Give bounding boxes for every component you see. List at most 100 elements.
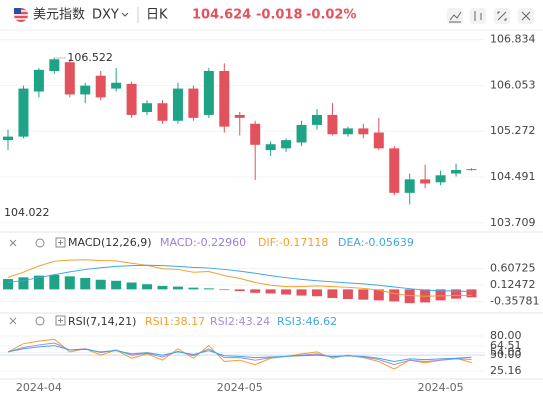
candle-body xyxy=(373,132,384,149)
x-tick-label: 2024-05 xyxy=(418,381,464,394)
candle-body xyxy=(80,85,91,95)
macd-line xyxy=(7,264,472,292)
candle-body xyxy=(203,71,214,115)
macd-bar xyxy=(404,289,415,304)
candle-body xyxy=(265,144,276,151)
candle-body xyxy=(420,179,431,184)
legend-entry: MACD:-0.22960 xyxy=(160,236,246,249)
annotation: 104.022 xyxy=(4,206,50,219)
legend-entry: RSI3:46.62 xyxy=(277,315,337,328)
candle-body xyxy=(281,140,292,149)
candle-body xyxy=(64,62,75,95)
candle-body xyxy=(435,175,446,183)
instrument-name: 美元指数 xyxy=(33,8,85,23)
macd-line xyxy=(7,259,472,297)
y-tick-label: 103.709 xyxy=(490,216,536,229)
candle-body xyxy=(188,88,199,118)
macd-bar xyxy=(219,289,230,291)
y-tick-label: 50.00 xyxy=(490,348,522,361)
legend-entry: DEA:-0.05639 xyxy=(338,236,414,249)
macd-bar xyxy=(18,277,29,290)
macd-bar xyxy=(312,289,322,297)
macd-bar xyxy=(172,286,183,290)
candle-body xyxy=(126,83,137,115)
candle-body xyxy=(451,170,462,174)
candle-body xyxy=(466,169,477,171)
x-tick-label: 2024-05 xyxy=(217,381,263,394)
y-tick-label: 64.51 xyxy=(490,339,522,352)
price: 104.624 xyxy=(192,8,251,23)
candle-body xyxy=(234,114,245,118)
candle-body xyxy=(49,59,60,72)
candle-body xyxy=(389,148,400,193)
y-tick-label: 106.053 xyxy=(490,78,536,91)
symbol[interactable]: DXY xyxy=(92,8,119,23)
macd-bar xyxy=(157,285,168,290)
candle-body xyxy=(312,114,322,125)
rsi-title: RSI(7,14,21) xyxy=(68,315,136,328)
macd-bar xyxy=(250,289,261,293)
macd-bar xyxy=(64,276,75,290)
macd-bar xyxy=(188,287,199,290)
candle-body xyxy=(358,128,369,135)
macd-bar xyxy=(342,289,353,299)
candle-body xyxy=(142,103,153,113)
y-tick-label: 104.491 xyxy=(490,170,536,183)
macd-bar xyxy=(49,274,60,290)
macd-bar xyxy=(435,289,446,301)
candle-body xyxy=(157,103,168,121)
macd-bar xyxy=(389,289,400,302)
dropdown-arrow xyxy=(121,12,129,17)
macd-controls[interactable] xyxy=(9,237,66,326)
macd-bar xyxy=(33,275,44,290)
candle-body xyxy=(3,136,13,141)
y-tick-label: 105.272 xyxy=(490,124,536,137)
macd-bar xyxy=(451,289,462,299)
y-tick-label: 80.00 xyxy=(490,329,522,342)
flag-icon xyxy=(14,8,28,22)
y-tick-label: 54.03 xyxy=(490,346,522,359)
macd-bar xyxy=(281,289,292,295)
change-pct: -0.02% xyxy=(306,8,357,23)
period[interactable]: 日K xyxy=(146,8,168,23)
macd-bar xyxy=(373,289,384,301)
macd-bar xyxy=(80,278,91,290)
y-tick-label: 25.16 xyxy=(490,364,522,377)
candle-body xyxy=(95,75,106,98)
macd-bar xyxy=(203,288,214,290)
legend-entry: DIF:-0.17118 xyxy=(258,236,328,249)
y-tick-label: -0.35781 xyxy=(490,295,539,308)
y-tick-label: 106.834 xyxy=(490,33,536,46)
candle-body xyxy=(250,123,261,145)
macd-bar xyxy=(3,279,13,290)
candle-body xyxy=(296,124,307,143)
change: -0.018 xyxy=(256,8,303,23)
candle-body xyxy=(33,69,44,92)
rsi-line xyxy=(7,342,472,366)
candle-body xyxy=(172,88,183,121)
macd-bar xyxy=(358,289,369,300)
macd-bar xyxy=(466,289,477,298)
macd-bar xyxy=(234,289,245,292)
macd-title: MACD(12,26,9) xyxy=(68,236,152,249)
macd-bar xyxy=(95,279,106,290)
y-tick-label: 0.12472 xyxy=(490,278,536,291)
macd-bar xyxy=(126,282,137,290)
legend-entry: RSI1:38.17 xyxy=(145,315,205,328)
candle-body xyxy=(111,82,122,89)
macd-bar xyxy=(327,289,338,298)
x-tick-label: 2024-04 xyxy=(16,381,62,394)
candle-body xyxy=(342,128,353,135)
candle-body xyxy=(327,114,338,135)
annotation: 106.522 xyxy=(67,51,113,64)
macd-bar xyxy=(142,284,153,290)
macd-bar xyxy=(296,289,307,296)
macd-bar xyxy=(265,289,276,294)
toolbar[interactable] xyxy=(447,8,534,24)
legend-entry: RSI2:43.24 xyxy=(210,315,270,328)
y-tick-label: 0.60725 xyxy=(490,262,536,275)
candle-body xyxy=(404,179,415,193)
candle-body xyxy=(219,71,230,127)
rsi-line xyxy=(7,345,472,362)
